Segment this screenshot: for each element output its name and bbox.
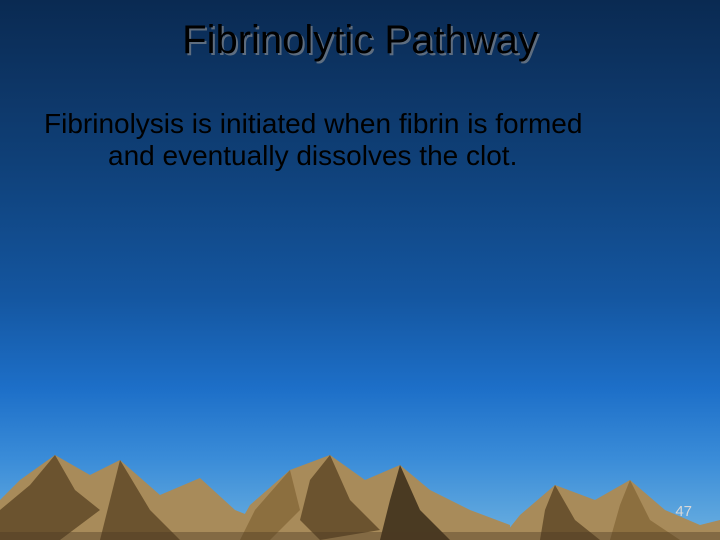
body-line-1: Fibrinolysis is initiated when fibrin is… bbox=[44, 108, 582, 139]
body-line-2: and eventually dissolves the clot. bbox=[44, 140, 676, 172]
mountain-decoration-icon bbox=[0, 360, 720, 540]
slide-title: Fibrinolytic Pathway bbox=[0, 18, 720, 63]
slide: Fibrinolytic Pathway Fibrinolysis is ini… bbox=[0, 0, 720, 540]
slide-body: Fibrinolysis is initiated when fibrin is… bbox=[44, 108, 676, 172]
slide-number: 47 bbox=[675, 503, 692, 520]
